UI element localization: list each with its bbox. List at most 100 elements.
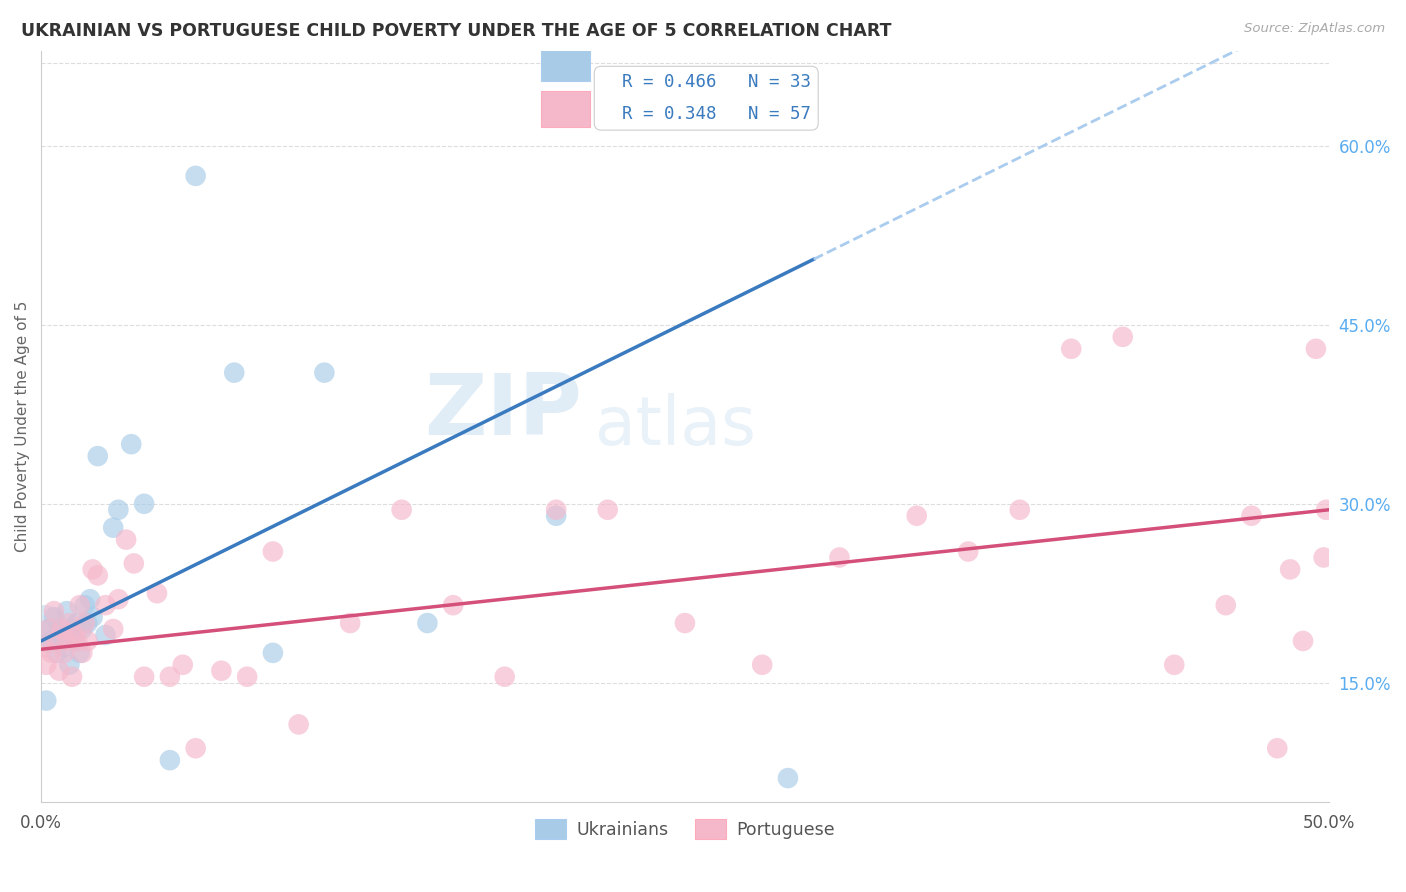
Point [58,615,80,630]
Point [1008,502,1031,516]
Point [159,670,181,684]
Point [69,646,91,660]
Point [69,598,91,612]
Point [287,717,309,731]
Point [60,670,83,684]
Text: R = 0.466   N = 33
  R = 0.348   N = 57: R = 0.466 N = 33 R = 0.348 N = 57 [602,73,811,123]
Point [103,622,125,636]
Point [339,615,361,630]
Point [828,550,851,565]
Y-axis label: Child Poverty Under the Age of 5: Child Poverty Under the Age of 5 [15,301,30,552]
Point [56,634,79,648]
Point [94,598,117,612]
Point [103,521,125,535]
Point [134,497,156,511]
Point [596,502,619,516]
Point [73,598,96,612]
Point [66,634,89,648]
Point [94,628,117,642]
Point [60,622,83,636]
Point [53,640,76,654]
Point [1265,741,1288,756]
Text: UKRAINIAN VS PORTUGUESE CHILD POVERTY UNDER THE AGE OF 5 CORRELATION CHART: UKRAINIAN VS PORTUGUESE CHILD POVERTY UN… [21,22,891,40]
Point [79,592,101,607]
Point [1312,550,1334,565]
Point [58,657,80,672]
FancyBboxPatch shape [541,91,589,128]
Point [82,610,104,624]
Text: atlas: atlas [595,393,755,459]
Point [1305,342,1327,356]
Point [262,646,284,660]
Point [53,646,76,660]
Point [172,657,194,672]
Text: ZIP: ZIP [425,370,582,453]
Point [159,753,181,767]
Point [146,586,169,600]
Point [38,622,60,636]
Point [73,615,96,630]
Point [45,634,67,648]
Point [441,598,464,612]
Legend: Ukrainians, Portuguese: Ukrainians, Portuguese [527,812,842,846]
Point [41,646,63,660]
Point [76,634,98,648]
Point [184,741,207,756]
Point [72,622,94,636]
Point [82,562,104,576]
FancyBboxPatch shape [541,45,589,81]
Point [115,533,138,547]
Point [1060,342,1083,356]
Point [416,615,439,630]
Point [51,622,73,636]
Point [1112,330,1135,344]
Point [76,615,98,630]
Point [1315,502,1337,516]
Point [48,622,70,636]
Point [546,502,568,516]
Point [32,640,55,654]
Point [87,449,110,463]
Point [35,657,58,672]
Point [134,670,156,684]
Text: Source: ZipAtlas.com: Source: ZipAtlas.com [1244,22,1385,36]
Point [63,628,86,642]
Point [107,592,129,607]
Point [751,657,773,672]
Point [72,646,94,660]
Point [224,366,246,380]
Point [45,646,67,660]
Point [494,670,516,684]
Point [905,508,928,523]
Point [122,557,145,571]
Point [107,502,129,516]
Point [32,622,55,636]
Point [1215,598,1237,612]
Point [546,508,568,523]
Point [38,622,60,636]
Point [63,634,86,648]
Point [262,544,284,558]
Point [1163,657,1185,672]
Point [41,634,63,648]
Point [120,437,142,451]
Point [35,693,58,707]
Point [236,670,259,684]
Point [957,544,980,558]
Point [209,664,232,678]
Point [1240,508,1263,523]
Point [42,604,65,618]
Point [673,615,696,630]
Point [1292,634,1315,648]
Point [48,664,70,678]
Point [776,771,799,785]
Point [391,502,413,516]
Point [314,366,336,380]
Point [42,610,65,624]
Point [1279,562,1302,576]
Point [56,604,79,618]
Point [184,169,207,183]
Point [66,615,89,630]
Point [51,628,73,642]
Point [87,568,110,582]
